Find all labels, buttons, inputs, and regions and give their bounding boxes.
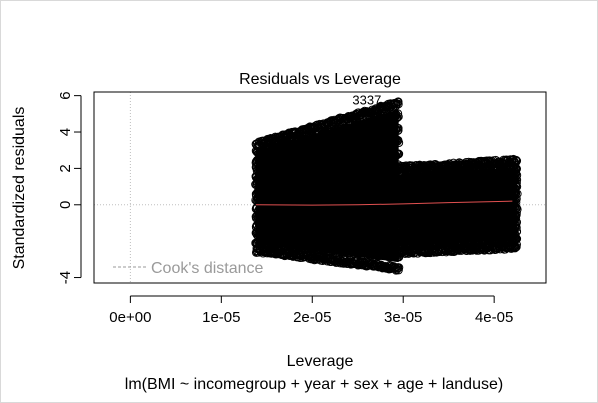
point-cluster-core: [255, 109, 399, 263]
plot-area: 3337: [94, 92, 546, 283]
data-points: [251, 97, 522, 275]
point-cluster: [251, 97, 404, 275]
chart-title: Residuals vs Leverage: [239, 71, 401, 88]
point-cluster: [393, 154, 522, 258]
plot-content: 3337: [94, 92, 546, 283]
